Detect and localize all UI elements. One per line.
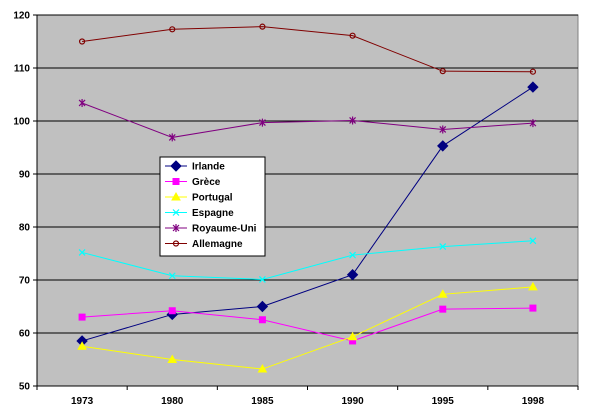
data-point-star [258,118,266,127]
legend-marker [170,160,182,172]
data-point-diamond [346,268,359,281]
data-point-diamond [527,81,539,93]
y-tick-label: 110 [14,64,31,75]
data-point-square [258,316,266,324]
y-tick-label: 90 [19,170,31,181]
data-point-x [78,249,86,256]
data-point-circle [169,26,176,33]
series-gr-ce [78,304,537,345]
data-point-star [78,98,86,107]
data-point-square [439,305,447,313]
data-point-circle [349,32,356,39]
y-tick-label: 70 [19,276,31,287]
x-tick-label: 1985 [251,396,274,407]
data-point-triangle [437,289,448,298]
data-point-x [439,243,447,251]
data-point-circle [439,68,446,75]
data-point-x [529,237,537,245]
legend-label: Irlande [192,162,225,173]
series-line [82,307,533,342]
y-tick-label: 120 [13,11,30,22]
data-point-triangle [528,281,538,291]
series-irlande [76,81,539,347]
legend-marker [172,224,180,232]
data-point-star [349,116,357,125]
series-allemagne [78,23,537,75]
legend-marker [172,209,180,216]
series-royaume-uni [78,98,537,142]
data-point-triangle [257,364,268,373]
data-point-square [168,307,176,315]
data-point-triangle [167,354,178,363]
legend-label: Royaume-Uni [192,224,257,235]
data-point-circle [259,23,266,30]
legend-label: Allemagne [192,239,243,250]
legend-marker [172,240,180,247]
legend: Irlande Grèce Portugal Espagne Royaume-Uni Al… [159,156,266,257]
data-point-circle [529,68,537,75]
legend-marker [171,191,181,201]
data-point-star [529,119,537,128]
x-tick-label: 1990 [341,396,364,407]
data-point-x [258,276,266,283]
data-point-diamond [437,140,449,152]
y-tick-label: 50 [19,382,31,393]
axes: 50 60 70 80 90 100 110 120 1973 1980 1985 1990 1995 1… [13,11,579,407]
legend-label: Grèce [192,177,221,188]
legend-item: Portugal [165,191,233,204]
data-point-star [439,125,447,134]
y-tick-label: 80 [19,223,31,234]
series-line [82,286,533,370]
data-point-square [78,313,86,321]
series-line [81,240,533,280]
plot-area [36,14,579,387]
x-tick-label: 1980 [161,396,184,407]
data-point-triangle [77,341,87,350]
y-tick-label: 60 [19,329,31,340]
data-point-triangle [347,331,358,341]
series-portugal [77,281,538,373]
legend-item: Espagne [165,208,234,219]
legend-label: Espagne [192,208,234,219]
data-point-star [168,133,176,142]
data-point-diamond [256,300,269,313]
legend-label: Portugal [192,193,233,204]
series-line [81,102,533,138]
legend-box [159,156,266,257]
series-espagne [78,237,537,283]
data-point-circle [78,38,86,45]
data-point-square [529,304,537,312]
legend-item: Grèce [165,177,221,188]
series-line [82,26,533,73]
x-tick-label: 1973 [71,396,94,407]
data-point-x [168,272,176,280]
legend-item: Irlande [165,160,225,173]
legend-item: Allemagne [165,239,243,250]
gridlines [37,14,578,334]
x-tick-label: 1995 [432,396,455,407]
series-group [76,23,539,373]
series-line [81,86,534,342]
data-point-x [349,251,357,259]
legend-marker [172,178,180,185]
x-tick-label: 1998 [522,396,545,407]
legend-item: Royaume-Uni [165,224,257,235]
y-tick-label: 100 [13,117,30,128]
